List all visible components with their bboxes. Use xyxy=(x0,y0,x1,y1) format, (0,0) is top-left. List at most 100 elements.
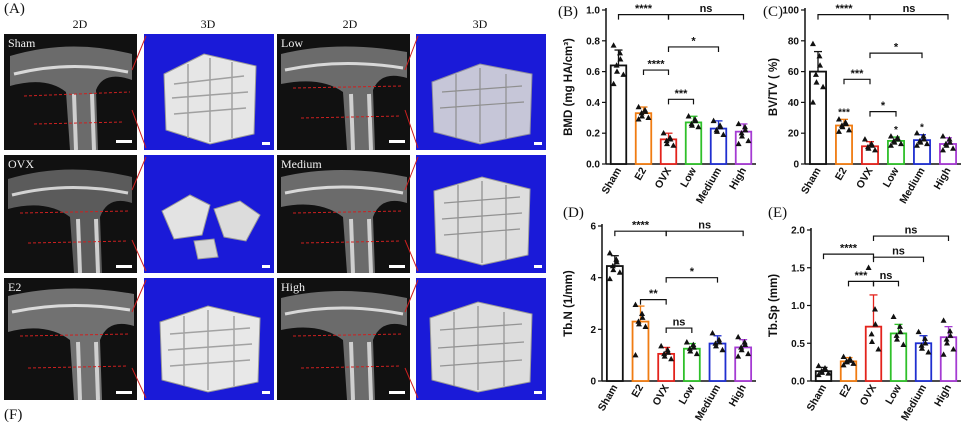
significance-bracket xyxy=(665,230,744,237)
scale-bar xyxy=(262,265,270,268)
scale-bar xyxy=(116,391,132,394)
data-point xyxy=(609,262,616,269)
column-header-2d-left: 2D xyxy=(72,17,88,31)
scale-bar xyxy=(262,142,270,145)
y-tick-label: 1.0 xyxy=(791,301,805,312)
y-tick-label: 1.5 xyxy=(791,263,805,274)
chart-bmd: 0.0 0.2 0.4 0.6 0.8 1.0 BMD (mg HA/cm³) Sham E2 O… xyxy=(563,3,756,206)
ct-2d-e2: E2 xyxy=(4,278,137,400)
data-point xyxy=(713,342,719,349)
data-point xyxy=(820,83,827,90)
data-point xyxy=(924,140,931,147)
data-point xyxy=(616,269,623,275)
data-point xyxy=(868,330,875,337)
data-point xyxy=(940,317,947,323)
bar-ovx xyxy=(864,325,883,382)
data-point xyxy=(809,40,816,47)
data-point xyxy=(922,335,928,341)
y-tick-label: 20 xyxy=(788,129,800,140)
significance-bracket xyxy=(822,253,875,260)
data-point xyxy=(835,116,842,122)
significance-bracket xyxy=(665,277,719,283)
x-tick-label: Medium xyxy=(693,383,723,422)
data-point xyxy=(946,136,953,142)
data-point xyxy=(689,122,695,128)
data-point xyxy=(917,139,924,145)
data-point xyxy=(642,323,649,329)
significance-label: ns xyxy=(698,220,711,232)
y-tick-label: 2.0 xyxy=(791,226,805,237)
data-point xyxy=(920,133,927,139)
x-tick-label: Low xyxy=(678,165,699,190)
data-point xyxy=(714,128,720,134)
chart-tbsp: 0.00.51.01.52.0Tb.Sp (mm)Sham E2 OVX LowMed… xyxy=(768,225,961,421)
scale-bar xyxy=(534,265,542,268)
data-point xyxy=(635,318,642,324)
y-tick-label: 0 xyxy=(590,377,596,388)
data-point xyxy=(645,114,652,120)
group-label-medium: Medium xyxy=(281,157,322,171)
trabecular-3d-graphic xyxy=(159,305,261,393)
significance-label: **** xyxy=(635,3,653,15)
group-label-sham: Sham xyxy=(8,36,36,50)
significance-bracket xyxy=(614,230,667,237)
data-point xyxy=(735,140,742,147)
data-point xyxy=(809,99,816,105)
data-point xyxy=(921,136,928,142)
data-point xyxy=(947,327,953,334)
x-tick-label: E2 xyxy=(632,165,649,182)
data-point xyxy=(617,49,623,56)
data-point xyxy=(865,264,872,270)
scale-bar xyxy=(116,140,132,143)
significance-bracket xyxy=(872,256,925,263)
data-point xyxy=(897,328,904,335)
y-axis-label: Tb.Sp (mm) xyxy=(768,274,780,337)
data-point xyxy=(819,369,825,375)
data-point xyxy=(898,140,905,147)
x-tick-label: OVX xyxy=(653,166,674,191)
data-point xyxy=(947,332,954,338)
data-point xyxy=(872,146,879,153)
data-point xyxy=(735,353,742,359)
significance-label: * xyxy=(881,100,886,112)
scale-bar xyxy=(262,391,270,394)
data-point xyxy=(735,333,742,340)
data-point xyxy=(712,340,719,346)
x-tick-label: Low xyxy=(881,165,902,190)
data-point xyxy=(922,340,929,346)
trabecular-3d-graphic xyxy=(161,194,261,260)
significance-label: ** xyxy=(649,288,658,300)
significance-bracket xyxy=(667,46,720,52)
data-point xyxy=(606,249,613,256)
data-point xyxy=(695,123,702,130)
trabecular-3d-graphic xyxy=(431,63,533,145)
ct-2d-ovx: OVX xyxy=(4,155,137,273)
x-tick-label: OVX xyxy=(854,166,875,191)
data-point xyxy=(897,323,903,329)
panel-label-e: (E) xyxy=(768,205,788,221)
significance-bracket xyxy=(869,111,897,117)
data-point xyxy=(900,341,907,347)
data-point xyxy=(861,136,868,142)
data-point xyxy=(664,140,670,147)
x-tick-label: OVX xyxy=(858,383,879,408)
significance-label: * xyxy=(690,266,695,278)
significance-label: ns xyxy=(700,3,713,15)
x-tick-label: OVX xyxy=(650,383,671,408)
significance-label: *** xyxy=(675,88,689,100)
significance-bracket xyxy=(665,327,693,334)
data-point xyxy=(741,339,748,345)
data-point xyxy=(947,139,954,145)
x-tick-label: Sham xyxy=(804,383,829,414)
data-point xyxy=(690,344,697,350)
data-point xyxy=(745,350,752,357)
bone-section-graphic xyxy=(8,169,132,273)
data-point xyxy=(639,310,645,317)
y-tick-label: 60 xyxy=(788,67,800,78)
x-tick-label: High xyxy=(932,383,954,409)
significance-label: *** xyxy=(855,270,869,282)
data-point xyxy=(610,42,617,48)
ct-2d-high: High xyxy=(277,278,410,400)
scale-bar xyxy=(534,391,542,394)
